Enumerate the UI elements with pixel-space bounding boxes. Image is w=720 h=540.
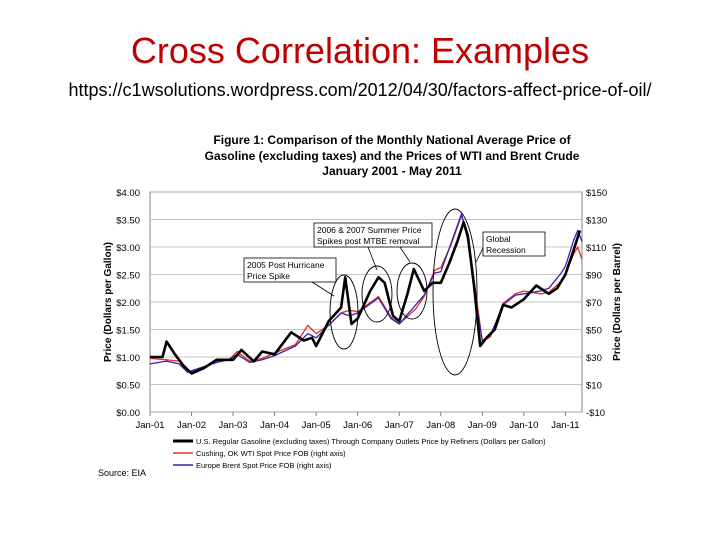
y-left-tick-label: $1.50 (116, 326, 140, 337)
annotation-summer-text: 2006 & 2007 Summer Price (317, 225, 422, 235)
y-left-tick-label: $0.00 (116, 408, 140, 419)
annotation-hurricane-text: 2005 Post Hurricane (247, 260, 325, 270)
y-right-tick-label: $30 (586, 353, 602, 364)
annotation-arrow (475, 247, 484, 263)
y-right-tick-label: -$10 (586, 408, 605, 419)
annotation-arrow (311, 281, 335, 297)
y-right-tick-label: $130 (586, 216, 607, 227)
y-left-tick-label: $4.00 (116, 188, 140, 199)
y-right-tick-label: $10 (586, 381, 602, 392)
y-right-tick-label: $50 (586, 326, 602, 337)
annotation-summer-box (313, 222, 433, 248)
legend-label: Europe Brent Spot Price FOB (right axis) (196, 461, 332, 470)
x-tick-label: Jan-04 (260, 420, 289, 431)
y-left-tick-label: $3.00 (116, 243, 140, 254)
y-right-tick-label: $70 (586, 298, 602, 309)
legend-layer: U.S. Regular Gasoline (excluding taxes) … (98, 437, 546, 478)
x-tick-label: Jan-11 (551, 420, 579, 431)
y-left-tick-label: $2.00 (116, 298, 140, 309)
x-tick-label: Jan-01 (135, 420, 164, 431)
x-tick-label: Jan-06 (343, 420, 372, 431)
grid-layer (149, 191, 583, 413)
legend-label: U.S. Regular Gasoline (excluding taxes) … (196, 437, 546, 446)
chart-title: Figure 1: Comparison of the Monthly Nati… (205, 133, 580, 178)
highlight-ellipse (329, 274, 359, 350)
x-tick-label: Jan-07 (385, 420, 414, 431)
x-tick-label: Jan-05 (302, 420, 331, 431)
source-url[interactable]: https://c1wsolutions.wordpress.com/2012/… (68, 80, 652, 100)
highlight-ellipse (396, 262, 428, 320)
y-left-tick-label: $1.00 (116, 353, 140, 364)
annotation-arrow (399, 246, 411, 263)
y-right-tick-label: $90 (586, 271, 602, 282)
y-right-tick-label: $150 (586, 188, 607, 199)
series-line-gasoline (150, 221, 582, 375)
x-tick-label: Jan-03 (219, 420, 248, 431)
annotation-recession-text: Recession (486, 245, 526, 255)
annotation-hurricane-box (243, 257, 337, 283)
annotation-recession-text: Global (486, 234, 511, 244)
annotation-recession-box (482, 231, 546, 257)
slide-title: Cross Correlation: Examples (130, 30, 590, 71)
x-tick-label: Jan-09 (468, 420, 497, 431)
x-tick-label: Jan-08 (426, 420, 455, 431)
annotation-arrow (367, 246, 378, 271)
series-layer (149, 213, 583, 375)
chart-title-line: Figure 1: Comparison of the Monthly Nati… (213, 133, 571, 147)
x-tick-label: Jan-10 (509, 420, 538, 431)
chart-source-note: Source: EIA (98, 468, 146, 478)
y-right-axis-label: Price (Dollars per Barrel) (612, 243, 623, 361)
annotation-summer-text: Spikes post MTBE removal (317, 236, 420, 246)
axis-layer: $4.00 $3.50 $3.00 $2.50 $2.00 $1.50 $1.00 $0.50… (103, 188, 623, 431)
chart-title-line: January 2001 - May 2011 (322, 164, 462, 178)
x-tick-label: Jan-02 (177, 420, 206, 431)
legend-label: Cushing, OK WTI Spot Price FOB (right ax… (196, 449, 346, 458)
chart-title-line: Gasoline (excluding taxes) and the Price… (205, 149, 580, 163)
highlight-ellipse (361, 265, 393, 323)
y-left-tick-label: $0.50 (116, 381, 140, 392)
y-left-tick-label: $2.50 (116, 271, 140, 282)
annotation-hurricane-text: Price Spike (247, 271, 290, 281)
y-left-axis-label: Price (Dollars per Gallon) (103, 242, 114, 362)
highlight-ellipse (432, 208, 478, 376)
y-right-tick-label: $110 (586, 243, 606, 254)
y-left-tick-label: $3.50 (116, 216, 140, 227)
